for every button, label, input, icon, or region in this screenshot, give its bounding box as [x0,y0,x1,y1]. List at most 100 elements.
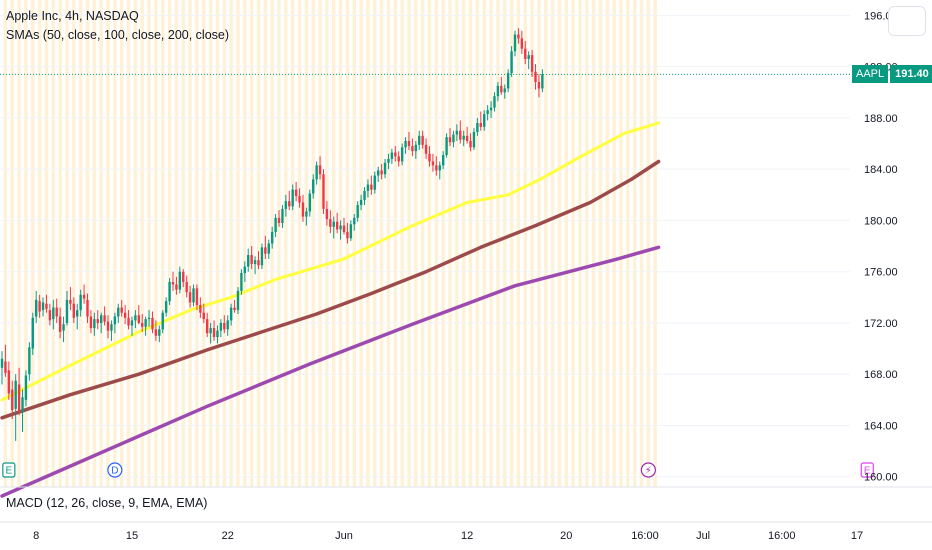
candle-body [325,208,329,220]
candle [441,151,445,170]
session-stripe [229,0,233,487]
session-stripe [126,0,131,487]
candle [377,166,380,182]
candle-body [465,135,469,141]
candle [400,143,404,166]
candle [308,189,311,217]
candle [418,130,421,150]
candle [38,294,41,318]
candle-body [339,225,342,230]
candle-body [96,319,99,323]
candle [329,210,332,234]
candle-body [250,255,253,265]
session-stripe [523,0,527,487]
session-stripe [578,0,582,487]
session-stripe [400,0,404,487]
candle-body [69,299,72,304]
candle-body [106,321,110,331]
candle [312,174,315,199]
candle [380,164,383,180]
candle [4,344,7,377]
candle [397,151,400,167]
macd-legend[interactable]: MACD (12, 26, close, 9, EMA, EMA) [6,496,208,510]
candle [387,153,390,170]
candle [448,128,452,147]
candle-body [400,147,404,162]
candle [89,310,93,334]
candle [305,207,308,226]
time-tick-label: 17 [851,530,863,542]
sma-legend[interactable]: SMAs (50, close, 100, close, 200, close) [6,28,230,42]
candle-body [380,170,383,175]
candle-body [298,196,301,203]
candle-body [240,272,243,291]
candle-body [383,162,387,175]
candle [342,217,346,235]
candle-body [312,179,315,194]
session-stripe [119,0,124,487]
price-tick-label: 176.00 [864,267,898,279]
candle-body [513,34,517,52]
candle [359,194,363,211]
candle-body [404,140,407,148]
candle [346,222,349,244]
session-stripe [598,0,603,487]
event-marker: E [860,462,874,478]
candle-body [0,358,4,368]
candle-body [469,140,472,148]
session-stripe [591,0,596,487]
candle-body [274,217,277,232]
candle-body [291,189,294,207]
session-stripe [571,0,575,487]
candle-body [48,310,52,321]
session-stripe [3,0,8,487]
event-marker-label: ⚡ [645,466,652,477]
candle-body [483,114,486,127]
candle-body [120,307,123,313]
session-stripe [78,0,83,487]
candle-body [441,155,445,166]
candle [349,220,353,241]
candle [164,297,168,317]
candle-body [7,370,11,394]
candle [243,261,247,282]
candle [445,133,448,158]
dividend-marker-icon [107,462,123,478]
candle-body [530,55,534,72]
session-stripe [420,0,425,487]
candle [86,293,89,323]
candle [486,105,489,121]
candle-body [452,134,455,143]
session-stripe [434,0,439,487]
session-stripe [530,0,534,487]
candle [366,179,370,198]
last-price-tag: AAPL 191.40 [852,65,932,84]
candle [144,316,147,336]
session-stripe [311,0,315,487]
candle-body [418,135,421,145]
candle [195,284,199,311]
candle [123,305,127,325]
session-stripe [482,0,486,487]
session-stripe [304,0,309,487]
time-tick-label: 20 [560,530,572,542]
candle-body [199,305,202,313]
candle-body [349,224,353,239]
candle [130,316,134,336]
candle-body [472,132,476,148]
price-tick-label: 160.00 [864,472,898,484]
candle [496,82,500,102]
candle [510,46,513,77]
candle-body [305,211,308,217]
candle-body [301,202,305,217]
session-stripe [236,0,240,487]
candle-body [21,397,24,413]
candle [253,256,257,275]
session-stripe [31,0,35,487]
chart-settings-button[interactable] [888,6,926,36]
candle-body [38,301,41,312]
session-stripe [65,0,69,487]
session-stripe [85,0,90,487]
candle [404,137,407,154]
